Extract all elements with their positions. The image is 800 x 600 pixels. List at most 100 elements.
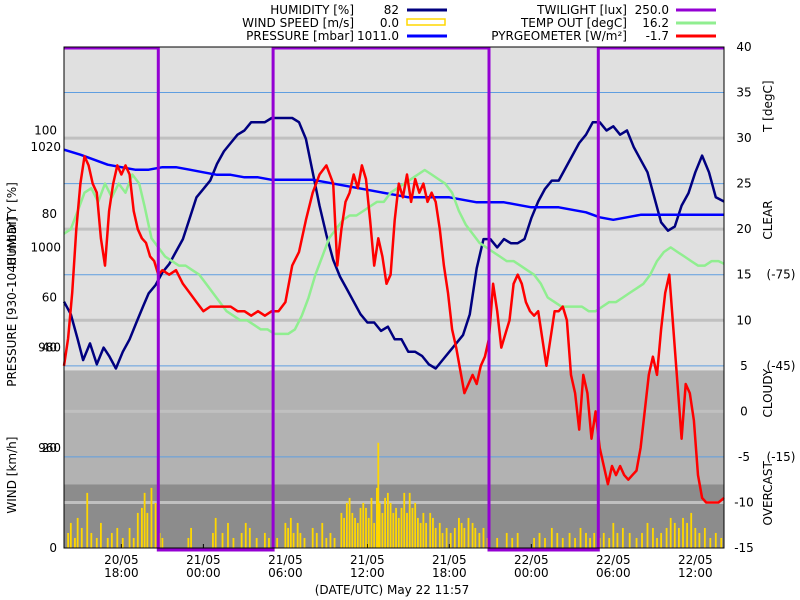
wind-bar [544, 537, 546, 548]
left-axis-labels: 60 80 100 960 980 1000 1020 0 20 40 HUMIDITY [%]PR… [5, 124, 61, 556]
wind-bar [449, 532, 452, 548]
sky-condition-bands [64, 47, 724, 548]
wind-bar [395, 507, 397, 548]
wind-bar [550, 527, 553, 548]
wind-bar [212, 532, 214, 548]
plot-frame [63, 46, 725, 549]
wind-bar [568, 532, 571, 548]
wind-bar [74, 537, 76, 548]
wind-bar [403, 492, 406, 548]
wind-bar [345, 502, 348, 548]
x-tick-date: 22/05 [678, 553, 713, 567]
wind-bar [143, 492, 146, 548]
wind-bar [690, 512, 693, 548]
wind-bar [214, 517, 217, 548]
wind-bar [248, 527, 251, 548]
wind-bar [110, 532, 113, 548]
wind-bar [669, 517, 672, 548]
x-tick-date: 22/05 [596, 553, 631, 567]
wind-bar [132, 537, 135, 548]
sky-band-cloudy [64, 370, 724, 485]
wind-bar [505, 532, 508, 548]
temperature-tick-label: 30 [736, 131, 751, 145]
wind-bar [616, 532, 619, 548]
wind-bar [720, 537, 723, 548]
right-axis-labels: -15 -10 -5 0 5 10 15 20 25 30 35 40 T [degC] (-75) (-4… [734, 40, 795, 555]
series-line-temp-out [63, 168, 725, 336]
wind-bar [458, 517, 460, 548]
wind-bar [660, 532, 663, 548]
x-tick-date: 21/05 [268, 553, 303, 567]
pyrgeometer-tick-label: (-45) [767, 359, 796, 373]
wind-bar [389, 502, 392, 548]
wind-bar [467, 517, 470, 548]
wind-bar [673, 522, 676, 548]
wind-bar [359, 507, 362, 548]
wind-bar [574, 537, 576, 548]
wind-bar [585, 532, 587, 548]
wind-bar [240, 532, 243, 548]
wind-bar [471, 522, 474, 548]
wind-bar [621, 527, 624, 548]
x-tick-time: 18:00 [104, 566, 139, 580]
legend-name: PRESSURE [mbar] [246, 29, 354, 43]
wind-bar [386, 492, 389, 548]
wind-bar [561, 537, 564, 548]
wind-bar [67, 532, 69, 548]
x-tick-date: 21/05 [186, 553, 221, 567]
wind-bar [244, 522, 247, 548]
wind-bar [703, 527, 706, 548]
wind-bar [417, 517, 419, 548]
x-tick-time: 00:00 [186, 566, 221, 580]
sky-band-clear [64, 47, 724, 371]
wind-bar [381, 512, 384, 548]
wind-bar [612, 522, 615, 548]
x-tick-date: 22/05 [514, 553, 549, 567]
wind-bar [121, 537, 124, 548]
wind-bar [303, 537, 306, 548]
wind-bar [709, 537, 712, 548]
wind-bar [414, 502, 417, 548]
legend: HUMIDITY [%] 82 WIND SPEED [m/s] 0.0 PRESSUR… [242, 3, 716, 43]
wind-bar [255, 537, 258, 548]
wind-bar [276, 537, 279, 548]
legend-swatch [406, 18, 446, 26]
legend-value: 250.0 [635, 3, 669, 17]
wind-bar [315, 532, 318, 548]
wind-bar [384, 497, 387, 548]
wind-bar [161, 537, 164, 548]
wind-axis-title: WIND [km/h] [5, 437, 19, 514]
legend-name: WIND SPEED [m/s] [242, 16, 354, 30]
wind-bar [284, 522, 287, 548]
pressure-axis-title: PRESSURE [930-1040 mbar] [5, 217, 19, 386]
sky-label-overcast: OVERCAST [761, 461, 775, 526]
wind-bar [289, 517, 292, 548]
x-tick-time: 06:00 [268, 566, 303, 580]
wind-bar [400, 507, 403, 548]
wind-bar [86, 492, 89, 548]
wind-bar [150, 487, 153, 548]
pressure-tick-label: 1000 [30, 240, 61, 254]
wind-bar [474, 527, 477, 548]
wind-bar [608, 537, 611, 548]
pyrgeometer-tick-label: (-15) [767, 450, 796, 464]
pressure-tick-label: 1020 [30, 140, 61, 154]
wind-tick-label: 20 [42, 441, 57, 455]
grid-lines [64, 92, 724, 548]
wind-tick-label: 40 [42, 341, 57, 355]
legend-value: 0.0 [380, 16, 399, 30]
wind-bar [99, 522, 102, 548]
wind-bar [714, 532, 717, 548]
wind-bar [392, 512, 395, 548]
wind-bar [76, 517, 79, 548]
wind-bar [227, 522, 229, 548]
wind-bar [445, 527, 448, 548]
wind-bar [593, 532, 596, 548]
wind-bar [698, 532, 701, 548]
temperature-tick-label: 40 [736, 40, 751, 54]
wind-bar [422, 512, 425, 548]
series-line-pressure [63, 148, 724, 222]
temperature-tick-label: 0 [740, 404, 748, 418]
wind-bar [589, 537, 591, 548]
wind-bar [652, 527, 654, 548]
